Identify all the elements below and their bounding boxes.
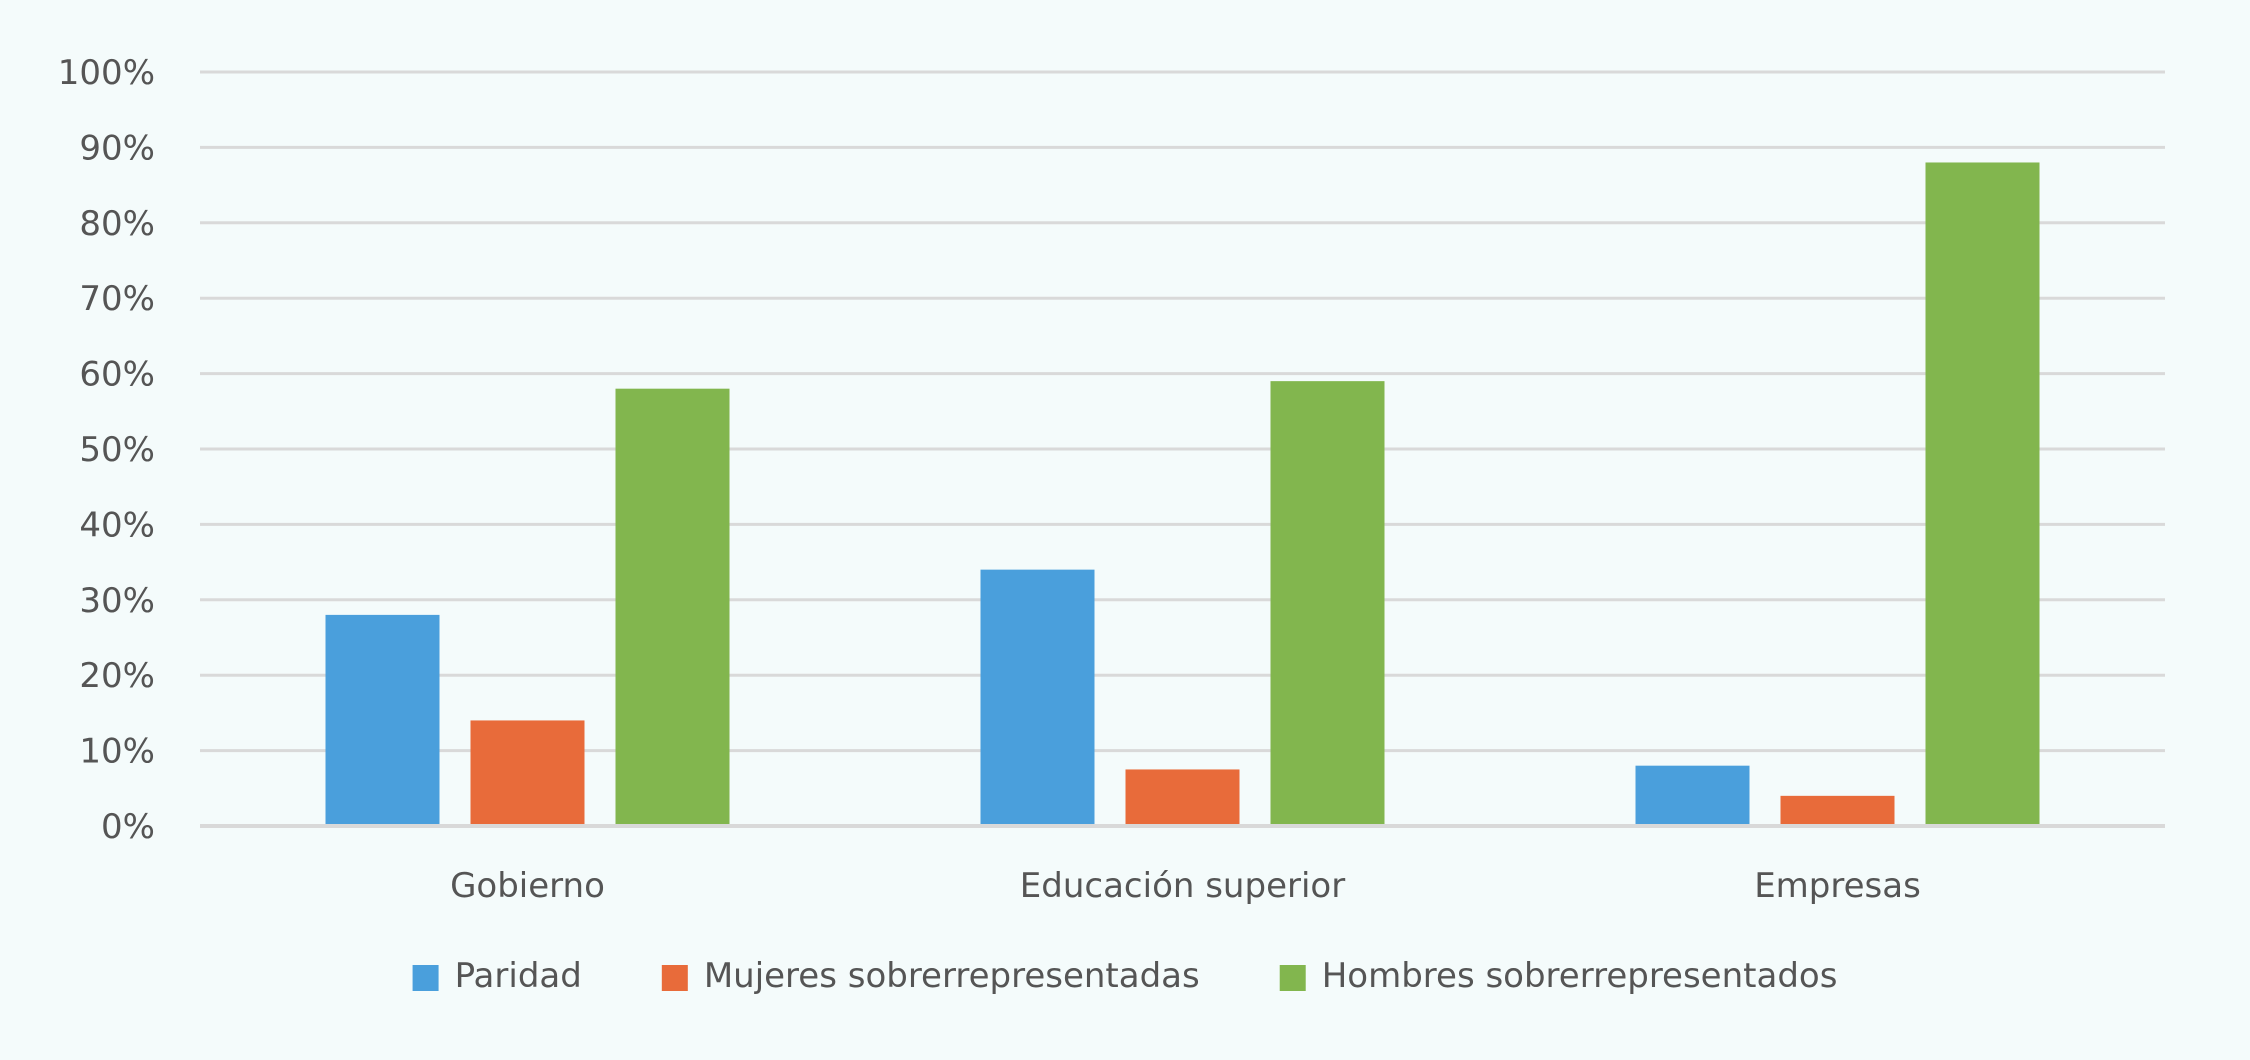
- bar-gobierno-mujeres-sobrerrepresentadas: [470, 720, 585, 826]
- legend-swatch: [412, 965, 439, 991]
- y-tick-label: 90%: [79, 128, 155, 168]
- y-tick-label: 20%: [79, 656, 155, 696]
- y-tick-label: 10%: [79, 732, 155, 772]
- bar-gobierno-hombres-sobrerrepresentados: [615, 388, 730, 826]
- bar-empresas-mujeres-sobrerrepresentadas: [1780, 795, 1895, 826]
- bar-gobierno-paridad: [325, 614, 440, 826]
- bar-educaci-n-superior-mujeres-sobrerrepresentadas: [1125, 769, 1240, 826]
- gridlines: [200, 70, 2165, 828]
- legend-label: Mujeres sobrerrepresentadas: [704, 956, 1200, 996]
- category-labels: Gobierno Educación superior Empresas: [450, 866, 1921, 906]
- legend-swatch: [661, 965, 688, 991]
- legend-label: Hombres sobrerrepresentados: [1322, 956, 1838, 996]
- bar-educaci-n-superior-paridad: [980, 569, 1095, 826]
- y-tick-label: 80%: [79, 204, 155, 244]
- y-axis-ticks: 0% 10% 20% 30% 40% 50% 60% 70% 80% 90% 100%: [58, 53, 155, 847]
- bar-educaci-n-superior-hombres-sobrerrepresentados: [1270, 381, 1385, 826]
- bars: [325, 162, 2040, 827]
- y-tick-label: 0%: [101, 807, 155, 847]
- legend-item: Paridad: [412, 956, 582, 996]
- y-tick-label: 70%: [79, 279, 155, 319]
- y-tick-label: 30%: [79, 581, 155, 621]
- legend-item: Mujeres sobrerrepresentadas: [661, 956, 1200, 996]
- y-tick-label: 40%: [79, 505, 155, 545]
- bar-empresas-paridad: [1635, 765, 1750, 826]
- y-tick-label: 50%: [79, 430, 155, 470]
- bar-empresas-hombres-sobrerrepresentados: [1925, 162, 2040, 827]
- y-tick-label: 60%: [79, 355, 155, 395]
- x-category-label: Gobierno: [450, 866, 605, 906]
- x-category-label: Educación superior: [1020, 866, 1345, 906]
- legend-label: Paridad: [455, 956, 582, 996]
- legend: Paridad Mujeres sobrerrepresentadas Hombre…: [412, 956, 1838, 996]
- y-tick-label: 100%: [58, 53, 155, 93]
- legend-swatch: [1279, 965, 1306, 991]
- x-category-label: Empresas: [1754, 866, 1921, 906]
- legend-item: Hombres sobrerrepresentados: [1279, 956, 1838, 996]
